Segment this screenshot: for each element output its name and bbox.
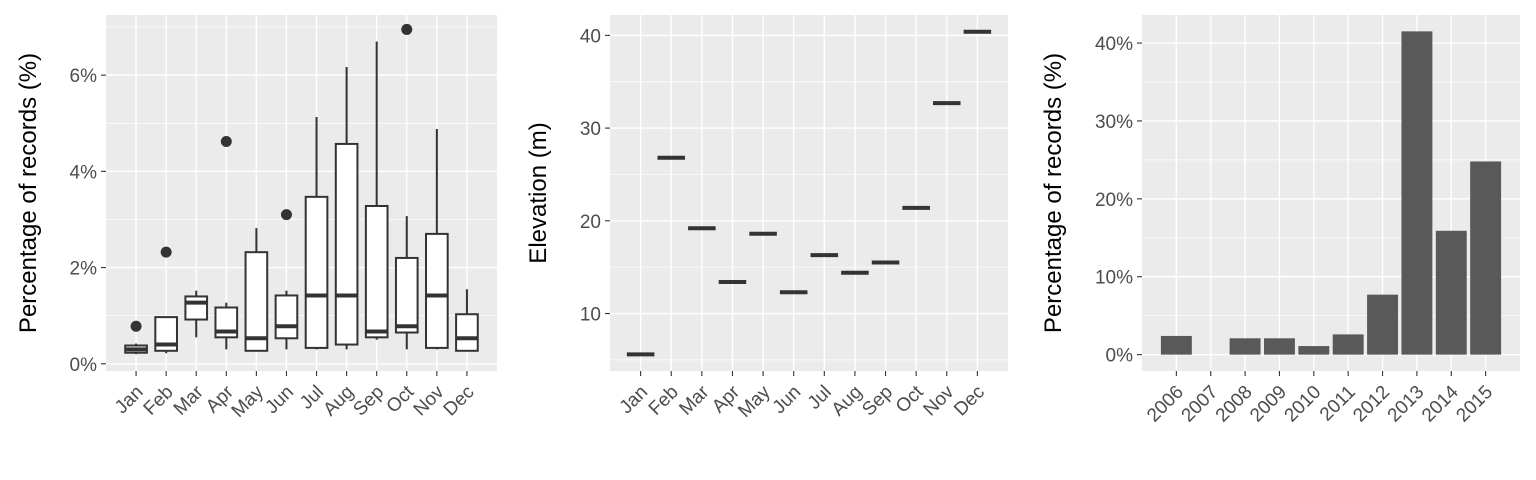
x-tick-label: 2014 — [1418, 381, 1463, 426]
x-tick-label: Sep — [858, 382, 897, 421]
monthly-elevation-panel: 10203040JanFebMarAprMayJunJulAugSepOctNo… — [525, 15, 1008, 422]
y-tick-label: 30 — [580, 119, 601, 140]
x-tick-label: 2011 — [1316, 382, 1360, 426]
x-tick-label: Nov — [920, 381, 959, 420]
bar — [1263, 338, 1295, 355]
x-tick-label: 2006 — [1143, 382, 1188, 427]
y-tick-label: 40 — [580, 26, 601, 47]
box-body — [455, 313, 479, 352]
box-body — [244, 251, 269, 352]
box-body — [334, 142, 359, 346]
box-body — [154, 316, 178, 352]
y-tick-label: 20% — [1095, 190, 1133, 211]
x-tick-label: Nov — [410, 381, 449, 420]
outlier-point — [401, 23, 413, 35]
bar — [1229, 338, 1261, 355]
outlier-point — [280, 209, 292, 221]
x-tick-label: Jan — [616, 382, 653, 419]
x-tick-label: Sep — [349, 382, 388, 421]
box-body — [304, 195, 329, 349]
x-tick-label: Mar — [170, 381, 208, 419]
x-tick-label: 2007 — [1178, 382, 1223, 427]
x-tick-label: Jun — [261, 382, 298, 419]
x-tick-label: 2009 — [1246, 382, 1291, 427]
outlier-point — [160, 246, 172, 258]
y-tick-label: 4% — [70, 162, 98, 183]
x-tick-label: 2015 — [1452, 382, 1497, 427]
x-tick-label: Dec — [440, 382, 479, 421]
yearly-records-bar-panel: 0%10%20%30%40%20062007200820092010201120… — [1040, 15, 1520, 426]
x-tick-label: Dec — [950, 382, 989, 421]
y-tick-label: 40% — [1095, 34, 1133, 55]
x-tick-label: Jan — [111, 382, 148, 419]
bar — [1160, 335, 1192, 355]
monthly-records-boxplot-panel: 0%2%4%6%JanFebMarAprMayJunJulAugSepOctNo… — [15, 15, 497, 422]
x-tick-label: Mar — [675, 381, 713, 419]
plot-background — [610, 15, 1008, 371]
x-tick-label: 2008 — [1212, 382, 1257, 427]
y-axis-title: Percentage of records (%) — [15, 53, 42, 333]
x-tick-label: Aug — [828, 382, 867, 421]
x-tick-label: 2010 — [1281, 382, 1326, 427]
box-body — [425, 232, 449, 349]
x-tick-label: Aug — [319, 382, 358, 421]
x-tick-label: Oct — [892, 381, 928, 417]
y-axis-title: Percentage of records (%) — [1040, 53, 1067, 333]
x-tick-label: Feb — [140, 382, 178, 420]
y-axis-title: Elevation (m) — [525, 122, 552, 263]
x-tick-label: 2013 — [1384, 382, 1429, 427]
x-tick-label: Jun — [769, 382, 806, 419]
y-tick-label: 0% — [1106, 346, 1134, 367]
box-body — [394, 256, 419, 334]
box-body — [184, 295, 209, 321]
box-body — [364, 204, 389, 339]
outlier-point — [220, 136, 232, 148]
x-tick-label: Oct — [383, 381, 419, 417]
box-body — [274, 294, 299, 340]
outlier-point — [130, 320, 142, 332]
bar — [1401, 31, 1433, 355]
x-tick-label: May — [734, 381, 775, 422]
y-tick-label: 30% — [1095, 112, 1133, 133]
bar — [1435, 230, 1467, 355]
y-tick-label: 2% — [70, 259, 98, 280]
bar — [1298, 346, 1330, 355]
bar — [1470, 161, 1502, 355]
y-tick-label: 10 — [580, 305, 601, 326]
y-tick-label: 10% — [1095, 268, 1133, 289]
x-tick-label: 2012 — [1349, 382, 1394, 427]
bar — [1332, 334, 1364, 355]
y-tick-label: 6% — [70, 66, 98, 87]
y-tick-label: 20 — [580, 212, 601, 233]
bar — [1367, 294, 1399, 355]
x-tick-label: Feb — [645, 382, 683, 420]
y-tick-label: 0% — [70, 355, 98, 376]
